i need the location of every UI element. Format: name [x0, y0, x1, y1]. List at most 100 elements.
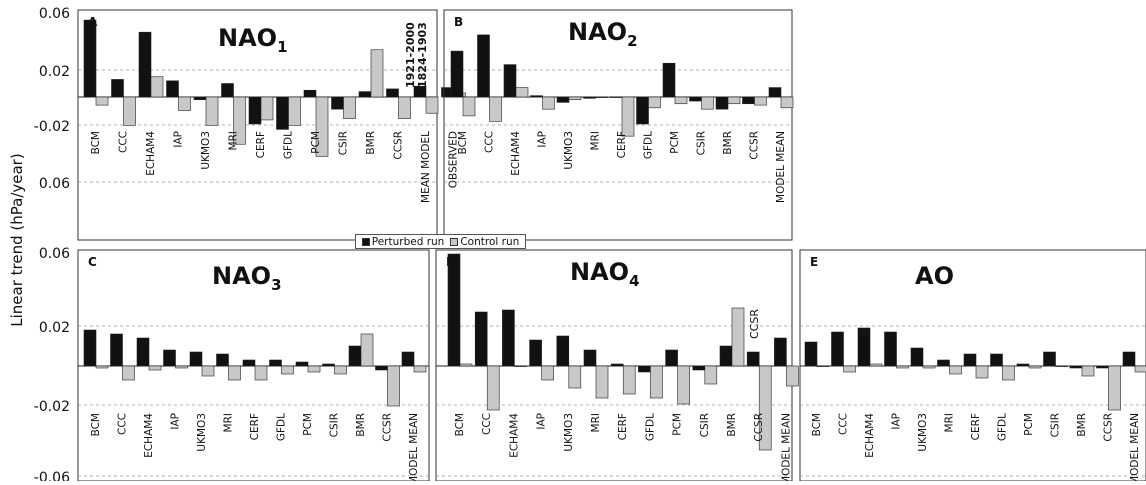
panel-b-category-label-2: ECHAM4	[510, 131, 522, 176]
panel-b-bar-control-6	[621, 96, 635, 137]
panel-b-category-label-3: IAP	[537, 131, 549, 148]
panel-e-category-label-9: CSIR	[1050, 413, 1062, 437]
panel-c-category-label-2: ECHAM4	[143, 413, 155, 458]
panel-e-panel-letter: E	[810, 255, 818, 269]
panel-b-category-label-10: BMR	[722, 131, 734, 155]
panel-e-bar-control-2	[869, 363, 883, 367]
panel-e-bar-perturbed-4	[910, 347, 924, 367]
panel-e-bar-control-1	[843, 365, 856, 373]
panel-a-bar-control-4	[205, 96, 219, 126]
panel-c-bar-perturbed-11	[375, 365, 388, 371]
panel-d-bar-perturbed-5	[583, 349, 597, 367]
panel-e-category-label-11: CCSR	[1103, 413, 1115, 442]
panel-a-bar-perturbed-12	[413, 85, 427, 98]
panel-b-bar-control-12	[780, 96, 794, 109]
panel-a-bar-control-9	[343, 96, 356, 119]
panel-d-bar-control-5	[595, 365, 609, 399]
panel-a-bar-control-10	[370, 49, 384, 98]
panel-c-bar-control-7	[281, 365, 294, 375]
panel-b-category-label-9: CSIR	[696, 131, 708, 155]
panel-d-bar-perturbed-3	[529, 339, 542, 367]
panel-b-bar-perturbed-5	[583, 96, 596, 99]
panel-e-category-label-7: GFDL	[997, 413, 1009, 441]
panel-d-category-label-0: BCM	[454, 413, 466, 436]
panel-a-bar-perturbed-6	[248, 96, 262, 125]
panel-c-bar-perturbed-10	[348, 345, 362, 367]
legend-label-control: Control run	[460, 235, 520, 248]
panel-e-bar-control-3	[896, 365, 909, 369]
panel-e-bar-control-10	[1081, 365, 1095, 377]
panel-a-bar-perturbed-7	[276, 96, 289, 130]
panel-d-bar-control-2	[514, 365, 527, 367]
panel-e-bar-perturbed-10	[1069, 365, 1083, 369]
panel-a-bar-perturbed-5	[221, 83, 234, 98]
panel-b-bar-perturbed-11	[742, 96, 755, 105]
panel-c-bar-control-3	[175, 365, 188, 369]
panel-b-bar-control-10	[727, 96, 741, 105]
legend-swatch-perturbed	[361, 237, 370, 246]
panel-e-bar-control-12	[1134, 365, 1146, 373]
panel-d-category-label-1: CCC	[481, 413, 493, 435]
panel-a-ytick-0: 0.06	[39, 6, 70, 22]
panel-c-category-label-11: CCSR	[382, 413, 394, 442]
panel-a-category-label-1: CCC	[118, 131, 130, 153]
panel-b-bar-control-4	[568, 96, 582, 101]
panel-d-bar-control-3	[541, 365, 554, 381]
panel-d-title: NAO4	[570, 258, 640, 290]
panel-d-bar-perturbed-8	[665, 349, 678, 367]
panel-c-bar-perturbed-9	[322, 363, 335, 367]
panel-b-bar-control-11	[754, 96, 767, 106]
panel-c-bar-control-10	[360, 333, 374, 367]
panel-c-bar-perturbed-12	[401, 351, 415, 367]
panel-a-category-label-0: BCM	[90, 131, 102, 154]
panel-d-bar-perturbed-10	[719, 345, 733, 367]
panel-c-bar-control-12	[413, 365, 427, 373]
panel-e-category-label-12: MODEL MEAN	[1129, 413, 1141, 481]
panel-d-category-label-7: GFDL	[644, 413, 656, 441]
panel-c-bar-control-6	[254, 365, 268, 381]
panel-a-bar-perturbed-2	[138, 31, 152, 98]
panel-b-bar-control-7	[648, 96, 661, 109]
panel-e-category-label-3: IAP	[891, 413, 903, 430]
panel-e-bar-control-11	[1108, 365, 1121, 411]
panel-e-bar-perturbed-2	[857, 327, 871, 367]
panel-d-bar-control-11	[758, 365, 772, 451]
panel-d-category-label-8: PCM	[672, 413, 684, 436]
panel-d-bar-perturbed-2	[502, 309, 515, 367]
panel-d-bar-perturbed-1	[474, 311, 488, 367]
panel-e-bar-control-0	[816, 365, 830, 367]
panel-e-bar-control-4	[922, 365, 936, 369]
panel-b-bar-perturbed-1	[477, 34, 490, 98]
panel-a-bar-perturbed-8	[303, 89, 317, 98]
panel-a-ytick-2: -0.02	[34, 119, 70, 135]
panel-c-ytick-0: 0.06	[39, 246, 70, 262]
panel-a-ytick-1: 0.02	[39, 64, 70, 80]
panel-d-bar-control-10	[731, 307, 745, 367]
panel-c-category-label-12: MODEL MEAN	[408, 413, 420, 481]
panel-d-category-label-9: CSIR	[699, 413, 711, 437]
panel-b-bar-perturbed-7	[636, 96, 649, 125]
panel-d-bar-control-0	[459, 363, 473, 367]
panel-d-title-subscript: 4	[629, 272, 639, 290]
panel-b-bar-control-9	[701, 96, 714, 110]
panel-c-category-label-9: CSIR	[329, 413, 341, 437]
panel-c-bar-control-11	[387, 365, 400, 407]
panel-e-category-label-6: CERF	[970, 413, 982, 440]
panel-a-bar-control-0	[95, 96, 109, 106]
panel-d-bar-control-6	[622, 365, 636, 395]
panel-a-category-label-13: OBSERVED	[448, 131, 460, 188]
panel-c-ytick-3: -0.06	[34, 470, 70, 481]
panel-a-bar-control-7	[288, 96, 301, 126]
panel-a-bar-perturbed-4	[193, 96, 207, 101]
panel-a-category-label-8: PCM	[310, 131, 322, 154]
panel-e-bar-perturbed-11	[1096, 365, 1109, 369]
panel-a-bar-control-2	[150, 76, 164, 98]
panel-d-annotation-0: CCSR	[748, 309, 761, 339]
panel-c-bar-perturbed-2	[136, 337, 150, 367]
panel-d-category-label-6: CERF	[617, 413, 629, 440]
panel-e-bar-perturbed-9	[1043, 351, 1056, 367]
panel-a-bar-perturbed-1	[111, 79, 124, 98]
panel-b-bar-perturbed-10	[715, 96, 729, 110]
panel-d-bar-perturbed-12	[774, 337, 787, 367]
